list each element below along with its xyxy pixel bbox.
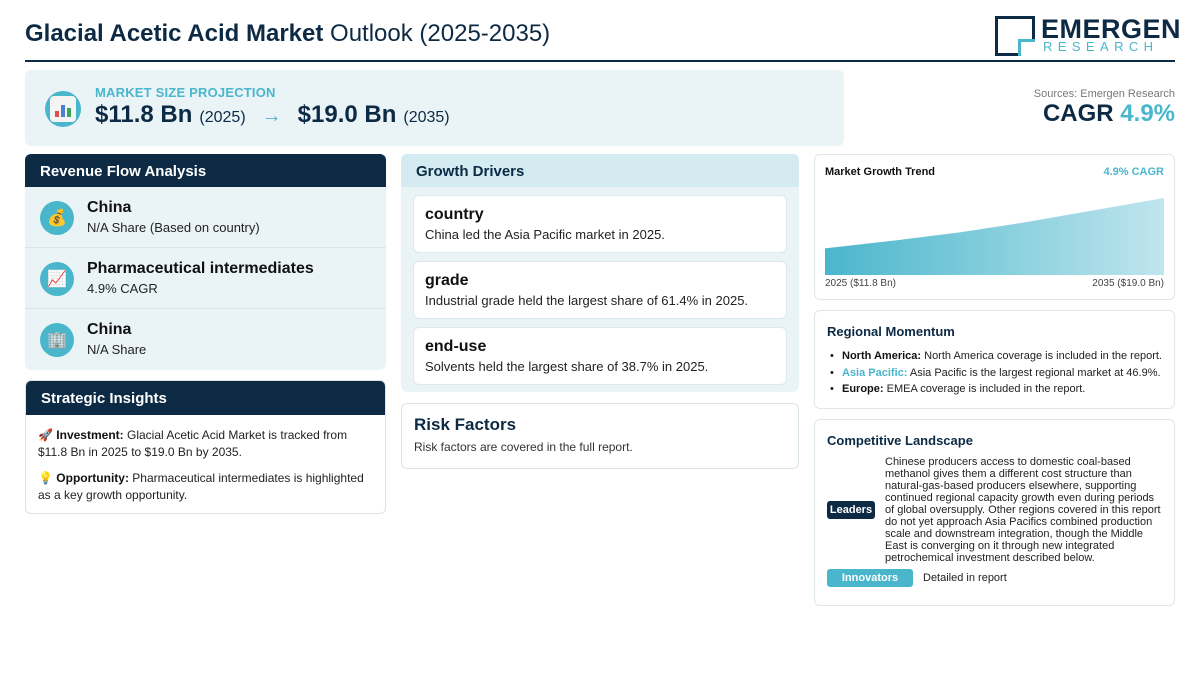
light-bulb-icon: 💡 bbox=[38, 471, 53, 485]
trend-cagr-label: 4.9% CAGR bbox=[1103, 166, 1164, 178]
driver-text: China led the Asia Pacific market in 202… bbox=[425, 227, 665, 242]
revenue-flow-panel: Revenue Flow Analysis 💰 China N/A Share … bbox=[25, 154, 386, 370]
cagr-summary: CAGR 4.9% bbox=[1043, 100, 1175, 128]
end-year: (2035) bbox=[403, 109, 450, 126]
region-list: North America: North America coverage is… bbox=[829, 348, 1162, 398]
regional-momentum-panel: Regional Momentum North America: North A… bbox=[814, 310, 1175, 409]
money-bag-icon: 💰 bbox=[40, 201, 74, 235]
office-building-icon: 🏢 bbox=[40, 323, 74, 357]
region-name: North America: bbox=[842, 350, 922, 362]
region-item: Europe: EMEA coverage is included in the… bbox=[829, 381, 1162, 398]
investment-text: Glacial Acetic Acid Market is tracked fr… bbox=[38, 428, 348, 459]
risk-factors-title: Risk Factors bbox=[414, 415, 517, 434]
driver-heading: end-use bbox=[425, 338, 487, 355]
trend-x-end-label: 2035 ($19.0 Bn) bbox=[1092, 278, 1164, 289]
opportunity-text: Pharmaceutical intermediates is highligh… bbox=[38, 471, 364, 502]
start-year: (2025) bbox=[199, 109, 246, 126]
regional-momentum-title: Regional Momentum bbox=[827, 324, 955, 339]
revenue-item-name: China bbox=[87, 321, 132, 338]
cagr-label: CAGR bbox=[1042, 100, 1114, 127]
trend-title: Market Growth Trend bbox=[825, 166, 936, 178]
page-header: Glacial Acetic Acid Market Outlook (2025… bbox=[25, 12, 1181, 62]
rocket-icon: 🚀 bbox=[38, 428, 53, 442]
title-light: Outlook (2025-2035) bbox=[330, 20, 551, 47]
growth-drivers-panel: Growth Drivers country China led the Asi… bbox=[401, 154, 799, 392]
revenue-item-name: Pharmaceutical intermediates bbox=[87, 260, 314, 277]
investment-label: Investment: bbox=[56, 428, 124, 442]
driver-heading: grade bbox=[425, 272, 469, 289]
arrow-right-icon: → bbox=[261, 105, 282, 127]
start-value: $11.8 Bn bbox=[95, 101, 193, 128]
region-item: North America: North America coverage is… bbox=[829, 348, 1162, 365]
competitive-landscape-title: Competitive Landscape bbox=[827, 433, 973, 448]
revenue-item: 💰 China N/A Share (Based on country) bbox=[25, 187, 386, 248]
competitive-landscape-panel: Competitive Landscape Leaders Chinese pr… bbox=[814, 419, 1175, 606]
investment-insight: 🚀 Investment: Glacial Acetic Acid Market… bbox=[38, 427, 373, 461]
opportunity-label: Opportunity: bbox=[56, 471, 129, 485]
logo-main-text: EMERGEN bbox=[1041, 14, 1182, 44]
driver-heading: country bbox=[425, 206, 484, 223]
title-bold: Glacial Acetic Acid Market bbox=[25, 20, 324, 47]
driver-text: Solvents held the largest share of 38.7%… bbox=[425, 359, 709, 374]
market-size-projection: MARKET SIZE PROJECTION $11.8 Bn (2025) →… bbox=[25, 70, 844, 146]
sources-note: Sources: Emergen Research bbox=[1033, 88, 1175, 100]
emergen-logo: EMERGEN RESEARCH bbox=[995, 14, 1181, 56]
chart-increasing-icon: 📈 bbox=[40, 262, 74, 296]
revenue-flow-title: Revenue Flow Analysis bbox=[25, 154, 386, 187]
driver-card: end-use Solvents held the largest share … bbox=[413, 327, 787, 385]
revenue-item-sub: N/A Share bbox=[87, 342, 147, 357]
logo-mark-icon bbox=[995, 16, 1035, 56]
revenue-item-sub: 4.9% CAGR bbox=[87, 281, 158, 296]
opportunity-insight: 💡 Opportunity: Pharmaceutical intermedia… bbox=[38, 470, 373, 504]
market-growth-trend-panel: Market Growth Trend 4.9% CAGR 2025 ($11.… bbox=[814, 154, 1175, 300]
region-text: North America coverage is included in th… bbox=[924, 350, 1162, 362]
revenue-item: 📈 Pharmaceutical intermediates 4.9% CAGR bbox=[25, 248, 386, 309]
projection-label: MARKET SIZE PROJECTION bbox=[95, 85, 276, 100]
innovators-badge: Innovators bbox=[827, 569, 913, 587]
trend-x-start-label: 2025 ($11.8 Bn) bbox=[825, 278, 896, 289]
bar-chart-icon bbox=[45, 91, 81, 127]
logo-sub-text: RESEARCH bbox=[1043, 39, 1159, 54]
region-name: Asia Pacific: bbox=[842, 366, 908, 379]
region-name: Europe: bbox=[842, 383, 884, 395]
risk-factors-panel: Risk Factors Risk factors are covered in… bbox=[401, 403, 799, 469]
trend-area-chart bbox=[825, 198, 1164, 275]
revenue-item: 🏢 China N/A Share bbox=[25, 309, 386, 370]
strategic-insights-title: Strategic Insights bbox=[26, 381, 385, 415]
region-text: Asia Pacific is the largest regional mar… bbox=[909, 366, 1161, 379]
leaders-badge: Leaders bbox=[827, 501, 875, 519]
risk-factors-text: Risk factors are covered in the full rep… bbox=[414, 440, 633, 454]
region-item: Asia Pacific: Asia Pacific is the larges… bbox=[829, 365, 1162, 382]
driver-text: Industrial grade held the largest share … bbox=[425, 293, 749, 308]
revenue-item-name: China bbox=[87, 199, 132, 216]
innovators-text: Detailed in report bbox=[923, 572, 1007, 584]
end-value: $19.0 Bn bbox=[297, 101, 397, 128]
region-text: EMEA coverage is included in the report. bbox=[886, 383, 1086, 395]
growth-drivers-title: Growth Drivers bbox=[401, 154, 799, 187]
leaders-text: Chinese producers access to domestic coa… bbox=[885, 456, 1161, 564]
projection-values: $11.8 Bn (2025) → $19.0 Bn (2035) bbox=[95, 101, 450, 129]
cagr-value: 4.9% bbox=[1120, 100, 1175, 127]
trend-area-series bbox=[825, 198, 1164, 275]
driver-card: grade Industrial grade held the largest … bbox=[413, 261, 787, 319]
strategic-insights-panel: Strategic Insights 🚀 Investment: Glacial… bbox=[25, 380, 386, 514]
driver-card: country China led the Asia Pacific marke… bbox=[413, 195, 787, 253]
page-title: Glacial Acetic Acid Market Outlook (2025… bbox=[25, 20, 550, 48]
revenue-item-sub: N/A Share (Based on country) bbox=[87, 220, 260, 235]
